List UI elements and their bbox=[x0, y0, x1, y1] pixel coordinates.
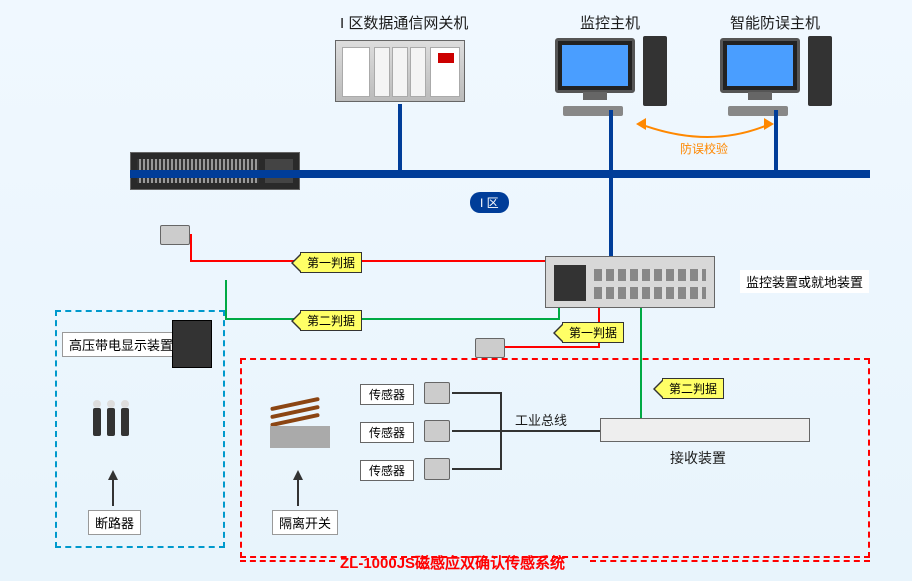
hv-display-label: 高压带电显示装置 bbox=[62, 332, 180, 357]
red-h1b bbox=[190, 260, 560, 262]
antenna-1 bbox=[160, 225, 190, 245]
breaker-label: 断路器 bbox=[88, 510, 141, 535]
receiver-label: 接收装置 bbox=[670, 448, 726, 468]
breaker-icon bbox=[90, 408, 132, 441]
isolator-icon bbox=[270, 398, 320, 426]
gateway-device bbox=[335, 40, 465, 102]
monitor-host-pc bbox=[555, 38, 635, 93]
monitoring-device bbox=[545, 256, 715, 308]
drop-antierror bbox=[774, 110, 778, 172]
sensor-dev-3 bbox=[424, 458, 450, 480]
red2-h bbox=[505, 346, 600, 348]
sensor-dev-1 bbox=[424, 382, 450, 404]
bus-to-device bbox=[609, 176, 613, 256]
anti-error-pc bbox=[720, 38, 800, 93]
sensor-dev-2 bbox=[424, 420, 450, 442]
criteria-1b: 第一判据 bbox=[562, 322, 624, 343]
grn-h bbox=[225, 318, 560, 320]
sensor-1: 传感器 bbox=[360, 384, 414, 405]
receiver-device bbox=[600, 418, 810, 442]
grn-v2 bbox=[558, 308, 560, 320]
system-title: ZL-1000JS磁感应双确认传感系统 bbox=[340, 552, 565, 573]
hv-display-box bbox=[172, 320, 212, 368]
bus-label: 工业总线 bbox=[515, 410, 567, 429]
antenna-2 bbox=[475, 338, 505, 358]
anti-error-label: 智能防误主机 bbox=[730, 12, 820, 33]
sensor-3: 传感器 bbox=[360, 460, 414, 481]
monitor-host-label: 监控主机 bbox=[580, 12, 640, 33]
zone-badge: I 区 bbox=[470, 192, 509, 213]
gateway-label: I 区数据通信网关机 bbox=[340, 12, 468, 33]
drop-gateway bbox=[398, 104, 402, 172]
main-bus bbox=[130, 170, 870, 178]
criteria-1: 第一判据 bbox=[300, 252, 362, 273]
monitor-device-label: 监控装置或就地装置 bbox=[740, 270, 869, 293]
grn-v bbox=[225, 280, 227, 320]
drop-monitor bbox=[609, 110, 613, 172]
criteria-2: 第二判据 bbox=[300, 310, 362, 331]
red-h1 bbox=[190, 234, 192, 262]
sensor-2: 传感器 bbox=[360, 422, 414, 443]
isolator-label: 隔离开关 bbox=[272, 510, 338, 535]
error-check-label: 防误校验 bbox=[680, 140, 728, 157]
